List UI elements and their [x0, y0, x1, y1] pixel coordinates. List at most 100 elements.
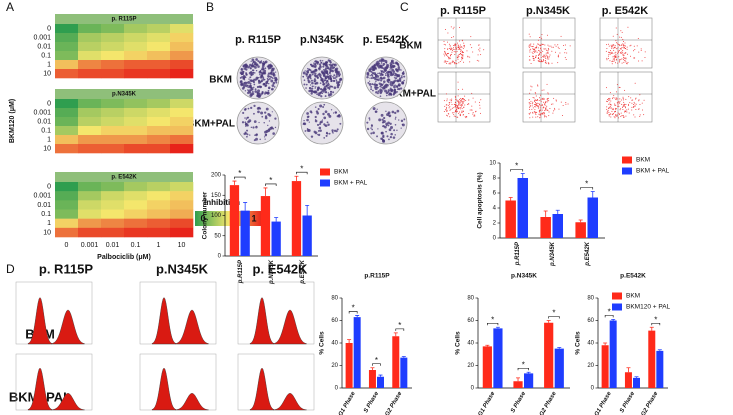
event [611, 51, 613, 53]
heatmap-cell [78, 182, 102, 192]
colony [306, 71, 310, 74]
colony [258, 121, 260, 124]
colony [255, 125, 258, 129]
heatmap-cell [147, 126, 171, 136]
colony [302, 71, 306, 75]
colony [269, 75, 272, 78]
heatmap-cell [78, 126, 102, 136]
event [614, 107, 616, 109]
colony [383, 87, 386, 90]
legend-label: BKM + PAL [636, 168, 670, 175]
colony [387, 111, 391, 115]
event [463, 100, 465, 102]
colony [397, 66, 401, 69]
colony [399, 80, 402, 82]
error-bar [274, 217, 279, 222]
event [537, 47, 539, 49]
colony [371, 83, 374, 85]
event [557, 56, 559, 58]
event [629, 102, 631, 104]
event [458, 47, 460, 49]
event [457, 54, 459, 56]
colony [367, 81, 370, 84]
event [619, 109, 621, 111]
event [548, 62, 550, 64]
colony [383, 83, 385, 85]
event [457, 107, 459, 109]
event [539, 59, 541, 61]
event [539, 44, 541, 46]
event [625, 61, 627, 63]
row-label: 0.001 [33, 34, 51, 41]
colony [396, 109, 400, 113]
event [613, 46, 615, 48]
colony [388, 93, 391, 96]
event [633, 105, 635, 107]
event [616, 115, 618, 117]
colony [324, 95, 327, 98]
colony [398, 84, 401, 87]
event [530, 102, 532, 104]
event [539, 107, 541, 109]
error-bar [555, 209, 560, 214]
colony [376, 135, 378, 138]
event [564, 44, 566, 46]
colony [243, 76, 245, 79]
y-tick-label: 40 [587, 341, 594, 347]
column-header: p. R115P [235, 34, 281, 46]
event [540, 52, 542, 54]
event [542, 107, 544, 109]
heatmap-cell [124, 99, 148, 109]
colony [257, 95, 261, 99]
colony [264, 67, 267, 70]
event [455, 47, 457, 49]
event [444, 55, 446, 57]
colony [250, 126, 253, 129]
flow-plot [522, 17, 576, 69]
colony [316, 134, 319, 136]
event [459, 113, 461, 115]
y-tick-label: 20 [587, 363, 594, 369]
colony [314, 72, 317, 75]
colony [260, 79, 263, 82]
colony [245, 68, 248, 71]
event [620, 36, 622, 38]
y-axis-label: Cell apoptosis (%) [477, 172, 484, 228]
event [539, 99, 541, 101]
event [641, 102, 643, 104]
event [453, 62, 455, 64]
event [535, 112, 537, 114]
colony [242, 111, 245, 115]
event [540, 47, 542, 49]
event [533, 58, 535, 60]
colony [393, 89, 396, 92]
colony [317, 133, 321, 137]
colony [257, 65, 260, 68]
event [536, 47, 538, 49]
event [461, 55, 463, 57]
colony [303, 119, 305, 122]
event [542, 60, 544, 62]
event [606, 113, 608, 115]
event [625, 57, 627, 59]
colony [265, 129, 269, 133]
event [619, 100, 621, 102]
event [608, 114, 610, 116]
x-tick-label: G1 Phase [478, 390, 497, 415]
event [545, 107, 547, 109]
colony [394, 77, 398, 80]
event [625, 104, 627, 106]
x-tick-label: p.E542K [585, 241, 591, 266]
colony [319, 121, 322, 124]
legend-swatch [320, 179, 330, 187]
event [463, 44, 465, 46]
event [564, 57, 566, 59]
event [621, 106, 623, 108]
event [551, 62, 553, 64]
event [548, 100, 550, 102]
panel-label: C [400, 0, 409, 14]
colony [310, 90, 313, 93]
heatmap-cell [78, 144, 102, 154]
colony [319, 65, 322, 67]
event [616, 84, 618, 86]
